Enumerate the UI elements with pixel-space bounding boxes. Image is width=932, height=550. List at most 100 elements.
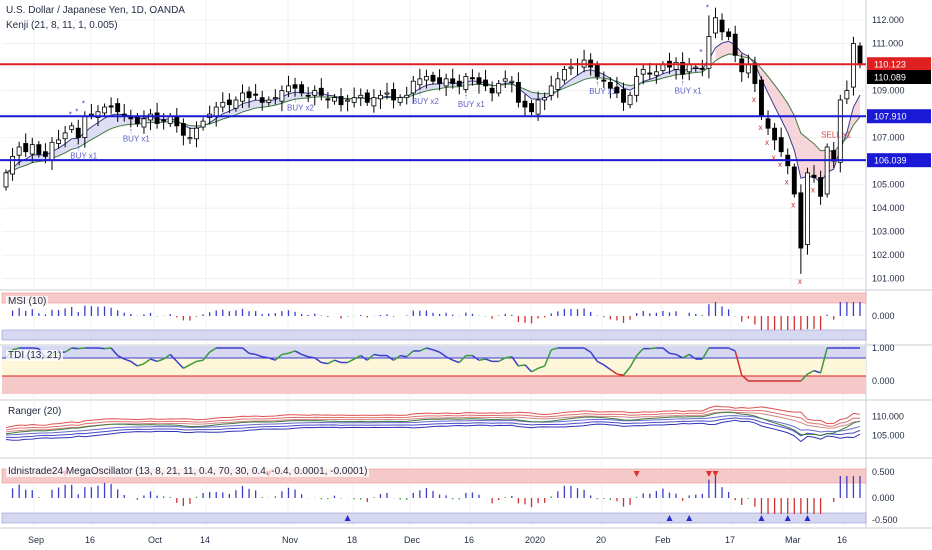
tdi-label[interactable]: TDI (13, 21): [6, 350, 64, 361]
candle-body: [713, 17, 718, 34]
candle-body: [3, 172, 9, 188]
time-tick-label: Feb: [655, 535, 671, 545]
candle-body: [417, 78, 423, 86]
candle: [430, 71, 436, 85]
tdi-line-segment: [262, 356, 269, 359]
tdi-line-segment: [543, 349, 552, 367]
ranger-line: [5, 415, 861, 436]
buy-label: BUY x2: [412, 97, 440, 106]
candle-body: [318, 87, 324, 96]
ranger-line: [5, 405, 861, 429]
time-tick-label: Mar: [785, 535, 801, 545]
tdi-line-segment: [669, 352, 677, 356]
candle: [437, 69, 443, 91]
candle-body: [818, 177, 824, 197]
price-panel[interactable]: BUY x1↑BUY x1↑BUY x2↑ BUY x2↑BUY x1↑BUY x…: [0, 0, 866, 286]
candle: [56, 129, 61, 149]
candle-body: [437, 77, 443, 84]
tdi-line-segment: [741, 374, 749, 382]
ranger-panel[interactable]: [5, 405, 861, 443]
candle: [299, 81, 305, 97]
tdi-line-segment: [636, 348, 644, 357]
candle: [640, 64, 646, 85]
candle: [325, 92, 331, 109]
candle-body: [279, 90, 285, 102]
sell-mark: x: [752, 95, 756, 104]
candle: [220, 92, 226, 113]
candle-body: [561, 69, 567, 81]
candle-body: [726, 31, 732, 37]
candle: [778, 127, 784, 157]
candle-body: [693, 66, 699, 69]
kenji-slow-line: [5, 53, 861, 174]
ranger-label[interactable]: Ranger (20): [6, 406, 64, 417]
price-tick-label: 102.000: [872, 250, 905, 260]
candle-body: [640, 69, 646, 75]
msi-tick-label: 0.000: [872, 311, 895, 321]
candle: [417, 68, 423, 90]
candle-body: [568, 66, 574, 69]
sell-mark: x: [791, 201, 795, 210]
msi-panel[interactable]: [6, 302, 861, 330]
candle-body: [10, 155, 16, 175]
candle-body: [305, 94, 311, 97]
price-tick-label: 112.000: [872, 15, 904, 25]
chart-title: U.S. Dollar / Japanese Yen, 1D, OANDA: [6, 5, 185, 16]
candle: [259, 90, 265, 111]
tdi-line-segment: [728, 347, 736, 352]
tdi-line-segment: [156, 358, 164, 363]
candle-body: [555, 78, 561, 90]
candle: [410, 76, 416, 104]
candle-body: [95, 111, 101, 119]
tdi-line-segment: [366, 353, 375, 361]
buy-star: *: [699, 48, 702, 57]
candle-body: [233, 99, 239, 109]
tdi-line-segment: [432, 349, 440, 353]
mega-sell-triangle: [705, 471, 712, 477]
candle-body: [469, 77, 475, 80]
candle-body: [108, 105, 114, 108]
time-tick-label: Dec: [404, 535, 421, 545]
tdi-line-segment: [590, 351, 598, 362]
tdi-line-segment: [71, 347, 79, 350]
candle: [443, 73, 449, 97]
price-axis[interactable]: 112.000111.000110.000109.000108.000107.0…: [867, 15, 931, 525]
msi-label[interactable]: MSI (10): [6, 296, 49, 307]
tdi-line-segment: [406, 350, 414, 358]
mega-buy-triangle: [784, 515, 791, 521]
candle-body: [778, 137, 784, 153]
candle: [522, 94, 528, 116]
candle-body: [699, 67, 705, 70]
candle: [29, 137, 35, 163]
ranger-tick-label: 105.000: [872, 431, 905, 441]
candle-body: [174, 116, 180, 127]
candle: [798, 184, 804, 274]
level-tag: [867, 153, 931, 168]
candle: [351, 87, 357, 108]
time-tick-label: 2020: [525, 535, 545, 545]
tdi-panel[interactable]: [5, 347, 860, 382]
candle-body: [719, 19, 725, 33]
candle: [621, 82, 626, 111]
time-axis[interactable]: Sep 16 Oct 14 Nov 18 Dec 16 2020 20 Feb 17 Mar 16: [28, 535, 847, 545]
sell-mark: x: [758, 123, 762, 132]
candle-body: [378, 94, 383, 100]
buy-arrow: ↑: [129, 126, 133, 135]
candle: [364, 89, 370, 106]
candle: [765, 110, 771, 136]
candle: [647, 62, 653, 80]
tdi-line-segment: [524, 364, 533, 373]
candle: [115, 98, 121, 122]
mega-oscillator-label[interactable]: Idnistrade24 MegaOscillator (13, 8, 21, …: [6, 466, 370, 477]
candle-body: [627, 94, 633, 106]
candle-body: [535, 99, 541, 115]
grid-lines: [0, 0, 932, 529]
tdi-line-segment: [807, 369, 815, 375]
tdi-line-segment: [813, 369, 821, 374]
tdi-line-segment: [294, 350, 302, 356]
candle-body: [805, 172, 810, 245]
candle: [312, 85, 318, 106]
candle: [502, 70, 508, 89]
candle-body: [358, 94, 364, 99]
